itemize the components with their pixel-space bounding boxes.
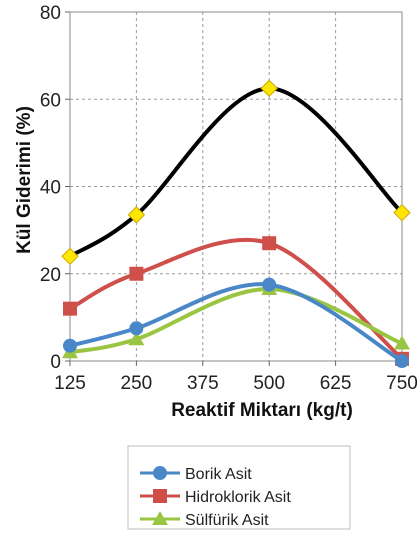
legend-label: Borik Asit bbox=[185, 466, 252, 483]
legend-marker bbox=[153, 466, 167, 480]
series-line bbox=[68, 237, 404, 361]
legend-label: Hidroklorik Asit bbox=[185, 489, 291, 506]
data-point bbox=[129, 266, 144, 281]
legend-label: Sülfürik Asit bbox=[185, 512, 269, 529]
data-point bbox=[395, 354, 409, 368]
x-tick-label: 750 bbox=[386, 373, 418, 394]
legend-item: Borik Asit bbox=[140, 466, 252, 483]
y-tick-label: 40 bbox=[40, 178, 61, 199]
y-axis-title: Kül Giderimi (%) bbox=[14, 106, 35, 254]
data-point bbox=[63, 301, 77, 316]
data-point bbox=[129, 321, 144, 336]
series-line bbox=[68, 86, 404, 259]
y-tick-label: 20 bbox=[40, 265, 61, 286]
data-point bbox=[260, 79, 278, 98]
y-tick-label: 80 bbox=[40, 3, 61, 24]
legend-item: Hidroklorik Asit bbox=[140, 489, 291, 506]
data-point bbox=[393, 203, 411, 222]
x-tick-label: 375 bbox=[187, 373, 219, 394]
data-point bbox=[262, 236, 277, 251]
series-3 bbox=[63, 277, 409, 368]
series-layer bbox=[61, 79, 411, 368]
series-line bbox=[68, 287, 404, 355]
legend-item: Sülfürik Asit bbox=[140, 511, 269, 529]
data-point bbox=[128, 331, 145, 346]
x-tick-label: 125 bbox=[54, 373, 86, 394]
legend-marker bbox=[153, 489, 167, 503]
y-axis-ticks: 0 20 40 60 80 bbox=[40, 3, 70, 373]
y-tick-label: 0 bbox=[50, 352, 61, 373]
series-line bbox=[68, 282, 404, 363]
data-point bbox=[63, 338, 77, 353]
y-tick-label: 60 bbox=[40, 90, 61, 111]
x-axis-title: Reaktif Miktarı (kg/t) bbox=[171, 400, 353, 421]
data-point bbox=[394, 335, 410, 350]
data-point bbox=[61, 247, 79, 266]
legend-box bbox=[127, 445, 351, 530]
legend: Borik Asit Hidroklorik Asit Sülfürik Asit bbox=[127, 445, 351, 530]
series-0 bbox=[61, 79, 411, 266]
x-tick-label: 500 bbox=[253, 373, 285, 394]
data-point bbox=[262, 277, 277, 292]
x-axis-ticks: 125 250 375 500 625 750 bbox=[54, 361, 418, 394]
legend-marker bbox=[152, 511, 168, 525]
x-tick-label: 250 bbox=[121, 373, 153, 394]
x-tick-label: 625 bbox=[320, 373, 352, 394]
data-point bbox=[127, 206, 146, 224]
